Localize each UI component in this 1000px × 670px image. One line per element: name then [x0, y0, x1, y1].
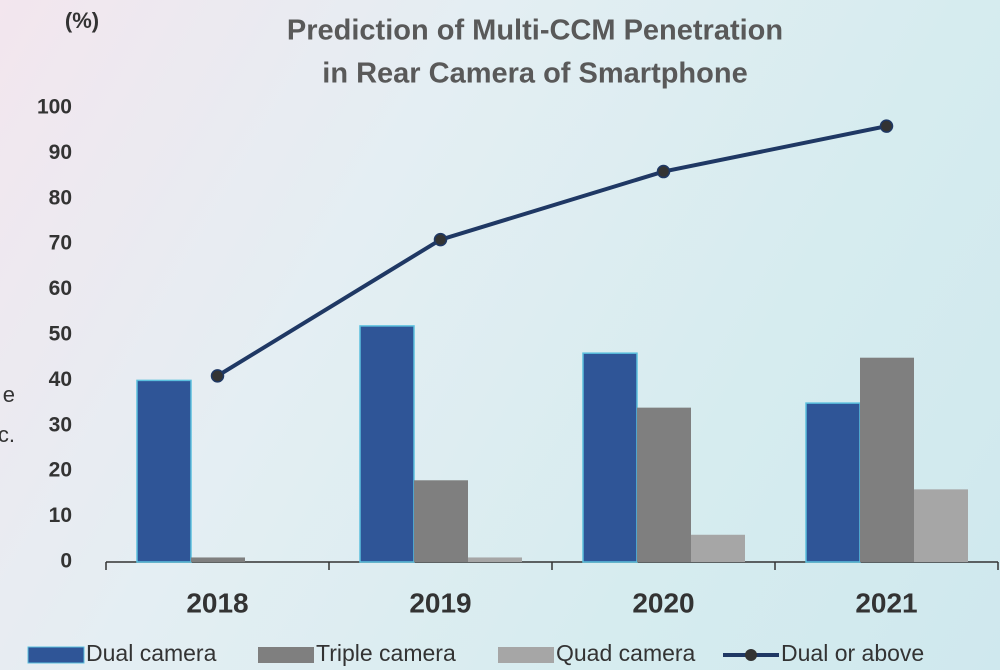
x-tick-label: 2021: [855, 587, 917, 618]
bar: [414, 480, 468, 562]
x-tick-label: 2019: [409, 587, 471, 618]
legend-swatch: [258, 647, 314, 663]
legend-label: Triple camera: [316, 640, 456, 666]
legend-label: Dual camera: [86, 640, 217, 666]
annotation: e: [3, 382, 15, 407]
y-axis-label: (%): [65, 8, 99, 33]
legend-swatch: [27, 646, 85, 664]
x-tick-label: 2020: [632, 587, 694, 618]
line-marker: [879, 119, 894, 133]
y-tick-label: 100: [37, 96, 72, 119]
annotation: c.: [0, 422, 15, 447]
chart-title: Prediction of Multi-CCM Penetration: [287, 15, 783, 47]
line-marker: [433, 232, 448, 247]
legend-swatch: [498, 647, 554, 663]
y-tick-label: 20: [49, 459, 72, 482]
bar: [805, 402, 861, 563]
chart-title: in Rear Camera of Smartphone: [322, 58, 747, 90]
legend-label: Quad camera: [556, 640, 696, 666]
y-tick-label: 40: [49, 368, 72, 391]
line-marker: [210, 369, 225, 383]
x-tick-label: 2018: [186, 587, 248, 618]
y-tick-label: 80: [49, 186, 72, 209]
bar: [191, 557, 245, 562]
y-tick-label: 90: [49, 141, 72, 164]
bar: [582, 352, 638, 563]
y-tick-label: 50: [49, 323, 72, 346]
y-tick-label: 30: [49, 413, 72, 436]
bar: [860, 357, 914, 562]
y-tick-label: 60: [49, 277, 72, 300]
bar: [136, 379, 192, 563]
line-marker: [656, 164, 671, 179]
bar: [691, 534, 745, 562]
legend-swatch: [745, 649, 757, 661]
y-tick-label: 70: [49, 232, 72, 255]
bar: [468, 557, 522, 562]
bar: [914, 489, 968, 562]
y-tick-label: 0: [60, 550, 72, 573]
bar: [359, 325, 415, 563]
legend-label: Dual or above: [781, 640, 924, 666]
bar: [637, 407, 691, 562]
line: [216, 124, 887, 378]
y-tick-label: 10: [49, 504, 72, 527]
